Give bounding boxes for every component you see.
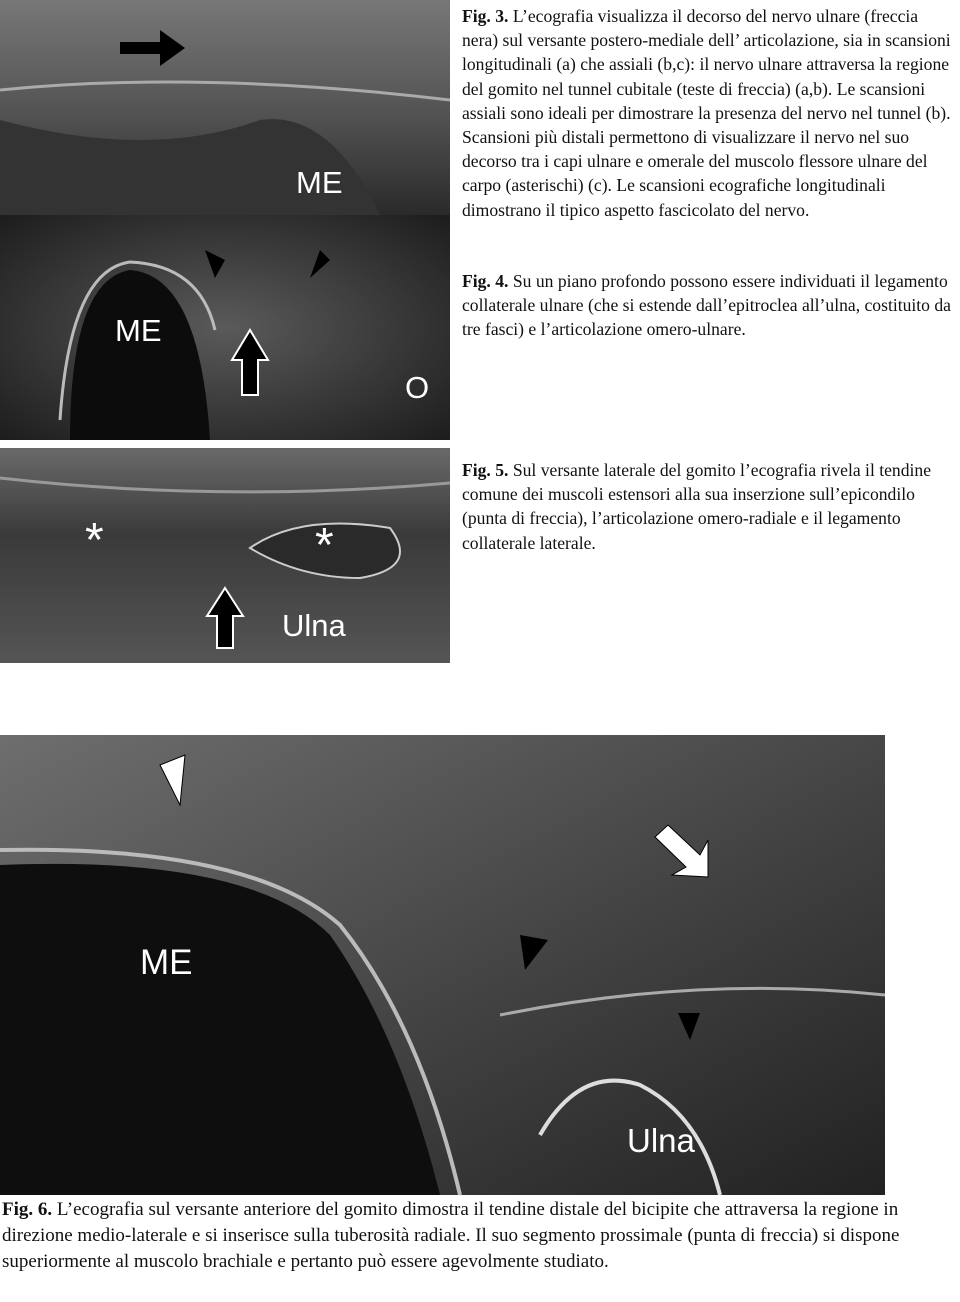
caption: Fig. 6. L’ecografia sul versante anterio… [2, 1197, 922, 1275]
caption-text: Su un piano profondo possono essere indi… [462, 271, 951, 340]
image-label: O [405, 370, 430, 405]
image-label: Ulna [282, 608, 346, 643]
image-label: * [315, 519, 334, 572]
image-label: ME [115, 313, 162, 348]
caption-label: Fig. 3. [462, 6, 509, 26]
image-graphics [0, 0, 450, 440]
caption-text: L’ecografia sul versante anteriore del g… [2, 1199, 900, 1272]
caption: Fig. 4. Su un piano profondo possono ess… [462, 269, 958, 342]
image-label: ME [296, 165, 343, 200]
caption-text: L’ecografia visualizza il decorso del ne… [462, 6, 951, 220]
ultrasound-image-c: ME Ulna [0, 735, 885, 1195]
ultrasound-image-b: * * Ulna [0, 448, 450, 663]
image-label: ME [140, 943, 193, 982]
image-label: * [85, 514, 104, 567]
caption: Fig. 3. L’ecografia visualizza il decors… [462, 4, 958, 222]
caption: Fig. 5. Sul versante laterale del gomito… [462, 458, 958, 555]
image-graphics [0, 448, 450, 663]
caption-label: Fig. 5. [462, 460, 509, 480]
ultrasound-image-a: ME ME O [0, 0, 450, 440]
image-label: Ulna [627, 1122, 695, 1159]
caption-text: Sul versante laterale del gomito l’ecogr… [462, 460, 932, 553]
image-graphics [0, 735, 885, 1195]
caption-label: Fig. 6. [2, 1199, 53, 1220]
caption-label: Fig. 4. [462, 271, 509, 291]
